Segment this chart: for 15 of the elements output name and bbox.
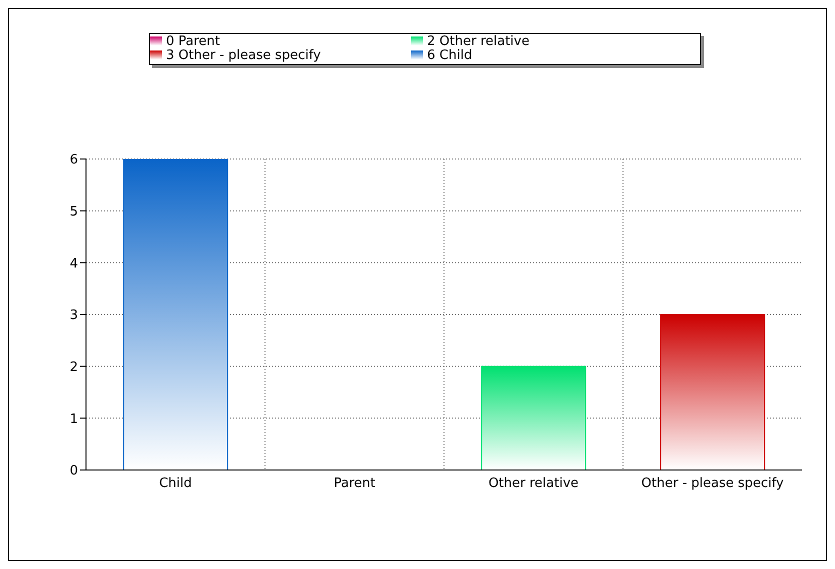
x-tick-label: Other - please specify xyxy=(641,476,784,492)
y-tick-label: 0 xyxy=(70,464,78,479)
y-tick-label: 1 xyxy=(70,412,78,427)
y-tick-label: 5 xyxy=(70,204,78,220)
legend-label: 0 Parent xyxy=(166,34,222,49)
x-tick-label: Child xyxy=(159,476,192,492)
x-tick-label: Other relative xyxy=(488,476,579,492)
y-tick-label: 3 xyxy=(70,308,78,324)
y-tick-label: 2 xyxy=(70,360,78,375)
legend-label: 2 Other relative xyxy=(427,34,530,49)
legend-label: 3 Other - please specify xyxy=(166,48,322,63)
x-tick-label: Parent xyxy=(334,476,376,492)
legend-label: 6 Child xyxy=(427,48,474,63)
y-tick-label: 4 xyxy=(70,256,78,272)
y-tick-label: 6 xyxy=(70,152,78,168)
